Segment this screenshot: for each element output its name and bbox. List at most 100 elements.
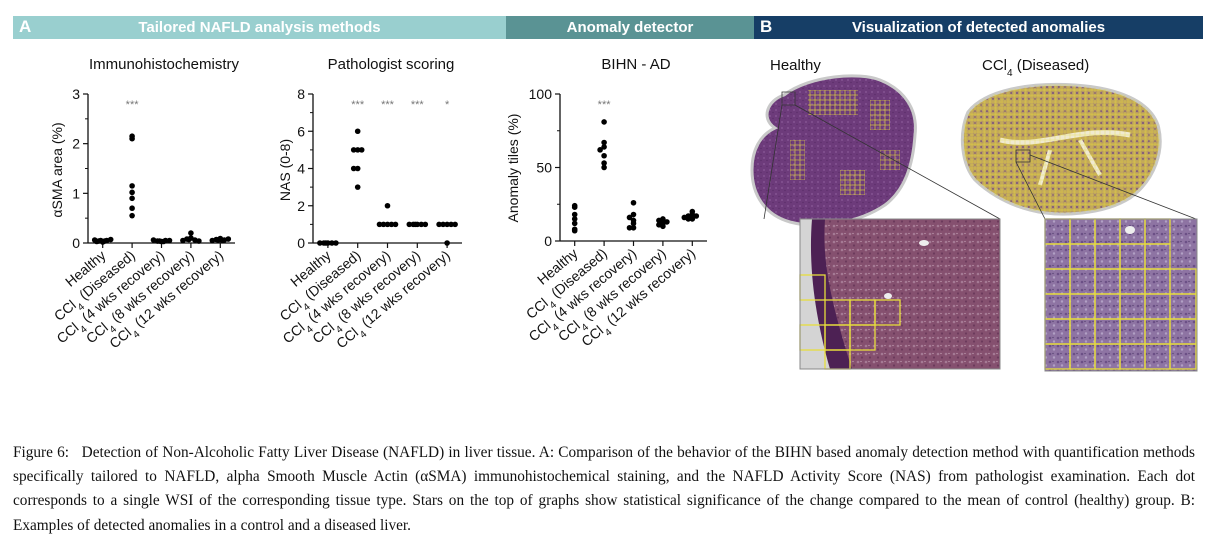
caption-text: Detection of Non-Alcoholic Fatty Liver D… [13, 444, 1195, 534]
significance-stars: * [445, 99, 450, 111]
data-point [630, 224, 637, 231]
y-tick-label: 100 [529, 86, 553, 102]
data-point [660, 223, 666, 230]
data-point [693, 213, 700, 219]
header-anomaly-title: Anomaly detector [566, 19, 694, 36]
y-tick-label: 4 [297, 161, 305, 177]
header-tailored-methods: A Tailored NAFLD analysis methods [13, 16, 506, 39]
data-point [630, 199, 637, 206]
data-point [166, 237, 173, 244]
data-point [150, 237, 157, 243]
data-point [129, 205, 135, 212]
data-point [388, 221, 395, 228]
y-tick-label: 0 [297, 235, 305, 251]
significance-stars: *** [598, 99, 612, 111]
data-point [384, 202, 391, 209]
data-point [571, 227, 578, 234]
data-point [350, 165, 357, 172]
significance-stars: *** [411, 99, 425, 111]
data-point [436, 221, 442, 228]
significance-stars: *** [126, 99, 140, 111]
data-point [422, 221, 429, 228]
data-point [350, 147, 357, 153]
data-point [101, 238, 108, 244]
data-point [571, 211, 578, 218]
data-point [444, 240, 450, 246]
data-point [160, 238, 167, 245]
data-point [601, 139, 607, 146]
data-point [129, 195, 135, 202]
data-point [188, 230, 194, 236]
y-tick-label: 1 [72, 185, 80, 201]
data-point [601, 119, 607, 125]
data-point [219, 237, 226, 244]
data-point [129, 212, 135, 219]
data-point [448, 221, 454, 228]
y-tick-label: 0 [72, 235, 80, 251]
y-tick-label: 3 [72, 86, 80, 102]
chart-title: Pathologist scoring [328, 56, 455, 73]
data-point [406, 221, 413, 228]
data-point [196, 238, 202, 244]
y-tick-label: 8 [297, 86, 305, 102]
header-anomaly-detector: Anomaly detector [506, 16, 754, 39]
chart-title: Immunohistochemistry [89, 56, 240, 73]
data-point [323, 240, 329, 246]
data-point [107, 236, 114, 243]
data-point [129, 189, 135, 196]
data-point [601, 160, 607, 166]
diseased-liver-label: CCl4 (Diseased) [982, 57, 1089, 79]
data-point [129, 135, 135, 142]
diseased-zoom-tile [1044, 218, 1198, 372]
data-point [597, 147, 603, 153]
header-visualization-title: Visualization of detected anomalies [851, 19, 1106, 36]
data-point [380, 221, 387, 228]
data-point [129, 183, 135, 189]
chart-title: BIHN - AD [601, 56, 670, 73]
data-point [685, 216, 692, 222]
data-point [225, 236, 232, 242]
data-point [384, 221, 391, 228]
data-point [630, 220, 637, 227]
caption-label: Figure 6: [13, 444, 70, 461]
healthy-liver-label: Healthy [770, 57, 821, 74]
data-point [626, 224, 633, 231]
data-point [392, 221, 399, 228]
header-visualization: B Visualization of detected anomalies [754, 16, 1203, 39]
data-point [358, 147, 365, 153]
data-point [601, 152, 607, 159]
data-point [354, 184, 361, 190]
data-point [630, 211, 637, 218]
data-point [412, 221, 419, 228]
panel-letter-a: A [19, 17, 32, 36]
data-point [354, 165, 361, 172]
data-point [186, 236, 192, 243]
y-tick-label: 0 [544, 233, 552, 249]
healthy-liver-wsi [750, 74, 917, 227]
figure-caption: Figure 6: Detection of Non-Alcoholic Fat… [13, 441, 1195, 538]
data-point [444, 221, 450, 228]
y-axis-label: αSMA area (%) [49, 122, 65, 217]
y-tick-label: 2 [297, 198, 305, 214]
y-axis-label: Anomaly tiles (%) [505, 114, 521, 223]
data-point [329, 240, 335, 246]
data-point [571, 216, 578, 222]
data-point [93, 238, 100, 245]
data-point [354, 147, 361, 153]
healthy-zoom-tile [799, 218, 1001, 370]
significance-stars: *** [351, 99, 365, 111]
data-point [626, 214, 633, 221]
data-point [656, 217, 662, 224]
data-point [571, 204, 578, 210]
data-point [333, 240, 339, 246]
y-axis-label: NAS (0-8) [277, 139, 293, 201]
panel-b-liver-images: Healthy CCl4 (Diseased) [750, 57, 1198, 372]
data-point [601, 164, 607, 171]
data-point [571, 220, 578, 227]
significance-stars: *** [381, 99, 395, 111]
zoom-connectors [763, 91, 1197, 220]
data-point [440, 221, 446, 228]
data-point [317, 240, 323, 246]
data-point [601, 144, 607, 150]
